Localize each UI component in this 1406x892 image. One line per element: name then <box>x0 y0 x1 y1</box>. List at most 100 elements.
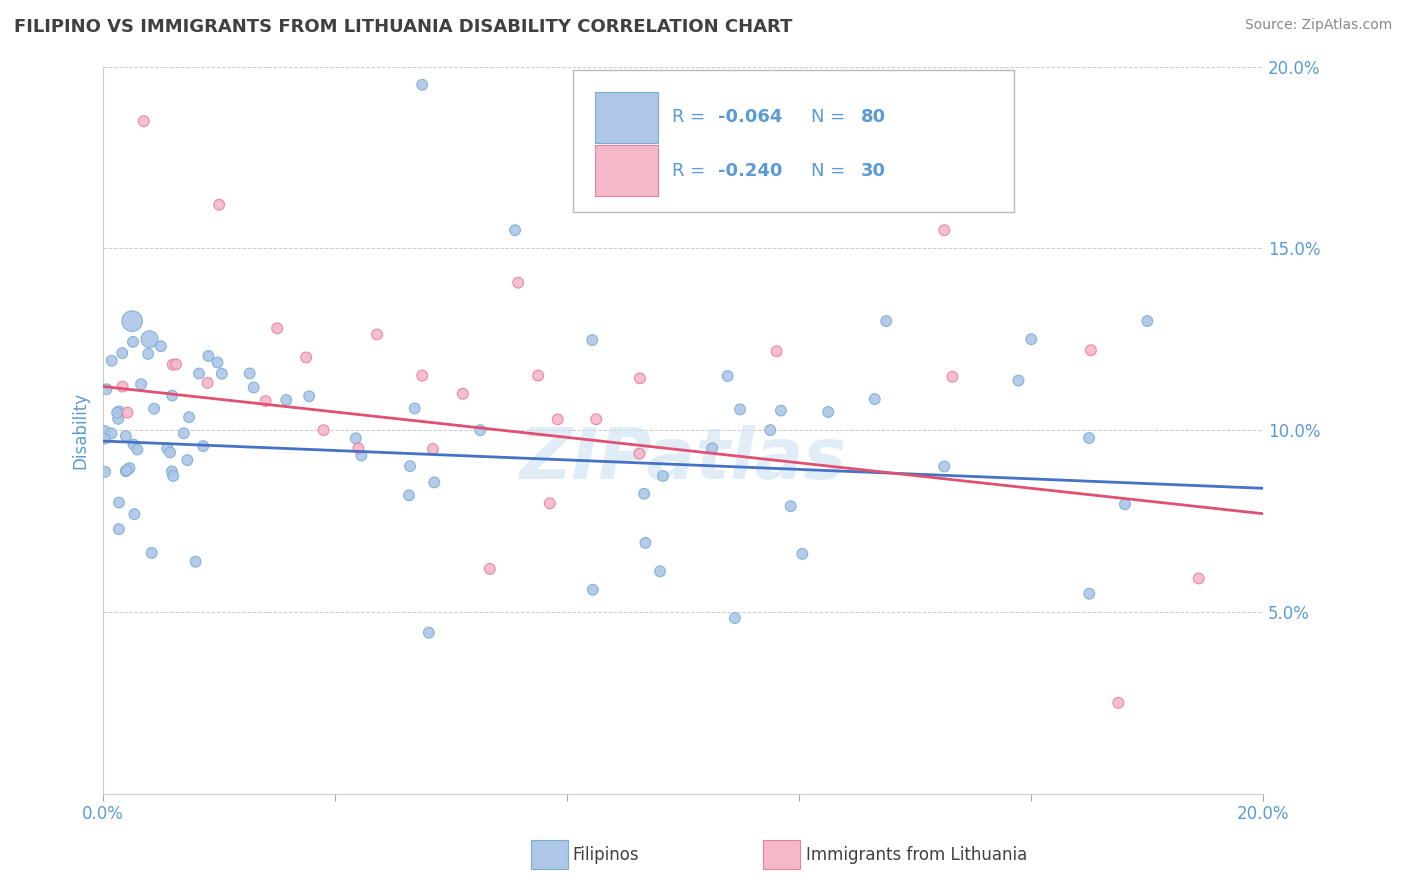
Point <box>863 392 886 406</box>
Point <box>728 402 751 417</box>
Point <box>651 469 673 483</box>
Point <box>792 547 814 561</box>
Point <box>759 423 782 437</box>
Point <box>941 369 963 384</box>
Point <box>138 332 160 346</box>
Point <box>141 546 163 560</box>
Point <box>418 625 440 640</box>
Text: Immigrants from Lithuania: Immigrants from Lithuania <box>806 847 1026 864</box>
Point <box>124 507 146 521</box>
Point <box>276 392 298 407</box>
FancyBboxPatch shape <box>595 145 658 196</box>
Point <box>1007 374 1029 388</box>
Point <box>127 442 149 457</box>
Point <box>266 321 288 335</box>
Point <box>108 522 131 536</box>
Point <box>108 404 131 418</box>
Point <box>162 469 184 483</box>
Point <box>207 355 229 369</box>
Point <box>585 412 607 426</box>
Point <box>108 495 131 509</box>
Point <box>779 499 801 513</box>
Point <box>100 353 122 368</box>
Point <box>423 475 446 490</box>
Point <box>121 314 143 328</box>
Point <box>508 276 530 290</box>
Point <box>107 412 129 426</box>
Point <box>366 327 388 342</box>
Point <box>159 445 181 459</box>
Point <box>875 314 897 328</box>
Point <box>582 582 605 597</box>
Point <box>93 432 115 446</box>
Point <box>399 459 422 474</box>
Point <box>634 536 657 550</box>
Point <box>160 464 183 478</box>
Text: -0.064: -0.064 <box>718 109 782 127</box>
Point <box>197 376 219 390</box>
Point <box>934 223 956 237</box>
Point <box>129 377 152 392</box>
Point <box>470 423 492 437</box>
Point <box>105 406 128 420</box>
Point <box>136 347 159 361</box>
Point <box>165 357 187 371</box>
Point <box>581 333 603 347</box>
Point <box>208 198 231 212</box>
Text: N =: N = <box>811 109 851 127</box>
Point <box>100 426 122 441</box>
Point <box>96 382 118 396</box>
Point <box>162 358 184 372</box>
Point <box>177 410 200 425</box>
Point <box>149 339 172 353</box>
Point <box>1107 696 1129 710</box>
Point <box>111 346 134 360</box>
Point <box>132 114 155 128</box>
Text: Filipinos: Filipinos <box>572 847 638 864</box>
Text: N =: N = <box>811 161 851 179</box>
Point <box>411 368 433 383</box>
Point <box>115 429 138 443</box>
Point <box>628 371 651 385</box>
Point <box>344 431 367 445</box>
Point <box>1114 497 1136 511</box>
Point <box>1188 571 1211 585</box>
Point <box>312 423 335 437</box>
Point <box>628 447 651 461</box>
Text: 80: 80 <box>860 109 886 127</box>
Point <box>769 403 792 417</box>
Point <box>451 386 474 401</box>
Point <box>717 369 740 384</box>
Point <box>1080 343 1102 358</box>
Point <box>547 412 569 426</box>
Point <box>188 367 211 381</box>
Text: -0.240: -0.240 <box>718 161 782 179</box>
Point <box>117 406 139 420</box>
Point <box>404 401 426 416</box>
Point <box>173 426 195 441</box>
Point <box>422 442 444 456</box>
Point <box>478 562 501 576</box>
Point <box>156 442 179 456</box>
Point <box>1078 431 1101 445</box>
Point <box>934 459 956 474</box>
Point <box>193 439 215 453</box>
Point <box>702 442 724 456</box>
Point <box>114 464 136 478</box>
Point <box>197 349 219 363</box>
Point <box>115 463 138 477</box>
Point <box>1136 314 1159 328</box>
Point <box>94 424 117 438</box>
Point <box>765 344 787 359</box>
Point <box>527 368 550 383</box>
Point <box>503 223 526 237</box>
Point <box>184 555 207 569</box>
Point <box>347 442 370 456</box>
Text: FILIPINO VS IMMIGRANTS FROM LITHUANIA DISABILITY CORRELATION CHART: FILIPINO VS IMMIGRANTS FROM LITHUANIA DI… <box>14 18 793 36</box>
Point <box>633 487 655 501</box>
Point <box>242 380 264 394</box>
Point <box>143 401 166 416</box>
Text: ZIPatlas: ZIPatlas <box>520 425 846 493</box>
Point <box>817 405 839 419</box>
FancyBboxPatch shape <box>574 70 1014 212</box>
